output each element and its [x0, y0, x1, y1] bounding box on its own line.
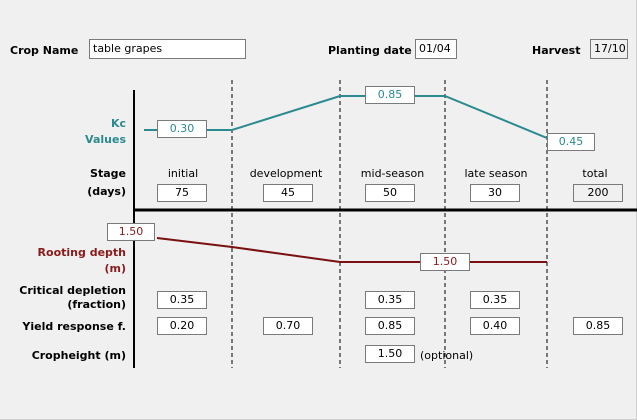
critical-depletion-late-input[interactable]: 0.35 — [470, 291, 520, 309]
rooting-depth-label-line2: (m) — [104, 262, 126, 275]
harvest-label: Harvest — [532, 44, 581, 57]
kc-end-input[interactable]: 0.45 — [547, 133, 595, 151]
stage-label-line2: (days) — [87, 185, 126, 198]
planting-date-input[interactable]: 01/04 — [415, 39, 457, 59]
yield-response-initial-input[interactable]: 0.20 — [157, 317, 207, 335]
critical-depletion-mid-input[interactable]: 0.35 — [365, 291, 415, 309]
rooting-depth-start-input[interactable]: 1.50 — [107, 223, 155, 241]
stage-days-total-field: 200 — [573, 184, 623, 202]
stage-days-initial-input[interactable]: 75 — [157, 184, 207, 202]
yield-response-late-input[interactable]: 0.40 — [470, 317, 520, 335]
stage-days-late-season-input[interactable]: 30 — [470, 184, 520, 202]
stage-name-total: total — [582, 167, 608, 180]
yield-response-development-input[interactable]: 0.70 — [263, 317, 313, 335]
stage-name-late-season: late season — [464, 167, 528, 180]
rooting-depth-end-input[interactable]: 1.50 — [420, 253, 470, 271]
stage-name-initial: initial — [167, 167, 199, 180]
critical-depletion-label-line1: Critical depletion — [19, 284, 126, 297]
critical-depletion-label-line2: (fraction) — [67, 298, 126, 311]
crop-name-input[interactable]: table grapes — [89, 39, 246, 59]
kc-mid-input[interactable]: 0.85 — [365, 86, 415, 104]
cropheight-optional-note: (optional) — [420, 349, 474, 362]
stage-label-line1: Stage — [90, 167, 126, 180]
critical-depletion-initial-input[interactable]: 0.35 — [157, 291, 207, 309]
stage-name-development: development — [249, 167, 323, 180]
yield-response-total-input[interactable]: 0.85 — [573, 317, 623, 335]
stage-days-development-input[interactable]: 45 — [263, 184, 313, 202]
stage-name-mid-season: mid-season — [360, 167, 425, 180]
yield-response-label: Yield response f. — [22, 320, 126, 333]
harvest-date-field: 17/10 — [590, 39, 628, 59]
cropheight-label: Cropheight (m) — [31, 349, 126, 362]
rooting-depth-curve — [156, 237, 547, 263]
yield-response-mid-input[interactable]: 0.85 — [365, 317, 415, 335]
kc-label-line2: Values — [85, 133, 126, 146]
stage-days-mid-season-input[interactable]: 50 — [365, 184, 415, 202]
crop-name-label: Crop Name — [10, 44, 79, 57]
cropheight-input[interactable]: 1.50 — [365, 345, 415, 363]
kc-label-line1: Kc — [110, 117, 126, 130]
planting-date-label: Planting date — [328, 44, 412, 57]
kc-initial-input[interactable]: 0.30 — [157, 120, 207, 138]
rooting-depth-label-line1: Rooting depth — [37, 246, 126, 259]
